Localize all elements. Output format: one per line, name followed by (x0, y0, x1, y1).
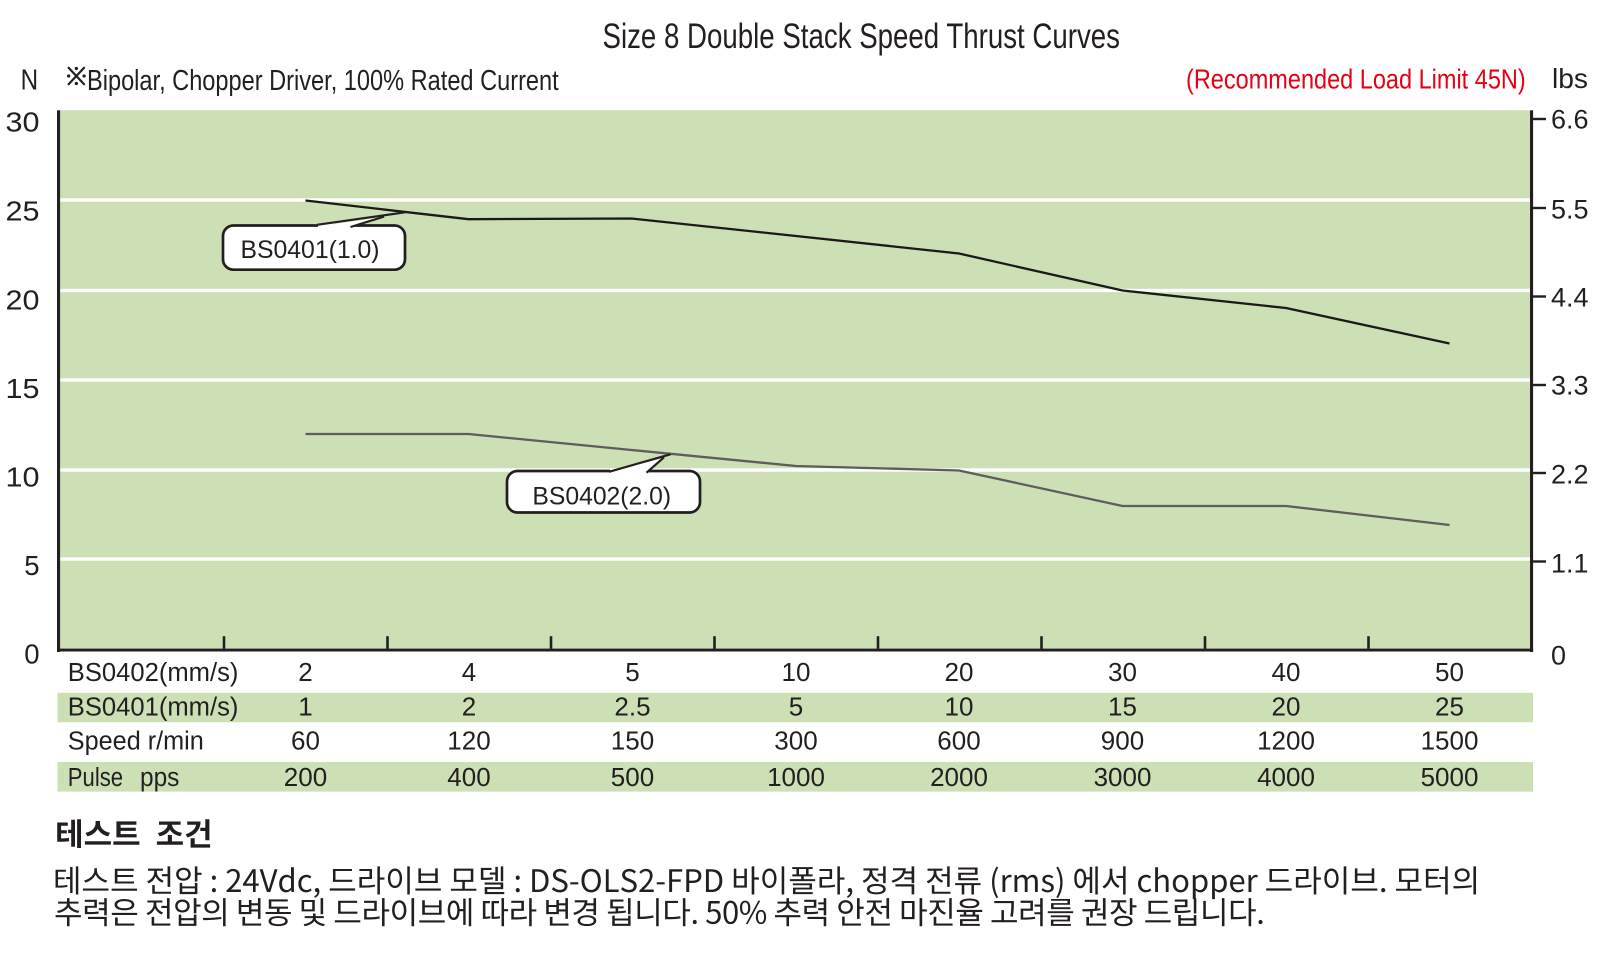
svg-text:2.5: 2.5 (614, 692, 650, 722)
svg-text:5000: 5000 (1421, 762, 1479, 792)
svg-text:2: 2 (298, 657, 312, 687)
svg-text:500: 500 (611, 762, 654, 792)
svg-text:4: 4 (462, 657, 476, 687)
svg-text:BS0401(mm/s): BS0401(mm/s) (68, 694, 239, 722)
svg-text:4000: 4000 (1257, 762, 1315, 792)
svg-text:20: 20 (6, 285, 40, 316)
svg-text:15: 15 (1108, 692, 1137, 722)
svg-text:20: 20 (945, 657, 974, 687)
svg-text:4.4: 4.4 (1551, 283, 1589, 313)
svg-text:3000: 3000 (1094, 762, 1152, 792)
svg-text:Bipolar, Chopper Driver, 100%: Bipolar, Chopper Driver, 100% Rated Curr… (87, 65, 559, 97)
svg-text:600: 600 (937, 725, 980, 755)
svg-text:Pulse: Pulse (68, 764, 123, 792)
svg-text:15: 15 (6, 373, 40, 404)
svg-text:200: 200 (284, 762, 327, 792)
svg-text:N: N (21, 65, 38, 97)
svg-text:6.6: 6.6 (1551, 105, 1589, 135)
svg-text:400: 400 (447, 762, 490, 792)
svg-text:0: 0 (1551, 641, 1566, 671)
svg-text:BS0401(1.0): BS0401(1.0) (241, 236, 380, 264)
svg-text:Size 8 Double Stack Speed Thru: Size 8 Double Stack Speed Thrust Curves (603, 17, 1121, 56)
svg-text:25: 25 (6, 196, 40, 227)
svg-text:50: 50 (1435, 657, 1464, 687)
svg-text:25: 25 (1435, 692, 1464, 722)
svg-text:1.1: 1.1 (1551, 549, 1589, 579)
svg-text:3.3: 3.3 (1551, 371, 1589, 401)
svg-text:pps: pps (140, 764, 179, 792)
svg-text:lbs: lbs (1552, 63, 1588, 94)
svg-text:1: 1 (298, 692, 312, 722)
svg-text:10: 10 (945, 692, 974, 722)
svg-text:20: 20 (1272, 692, 1301, 722)
svg-text:2000: 2000 (930, 762, 988, 792)
svg-text:Speed r/min: Speed r/min (68, 727, 204, 755)
svg-text:60: 60 (291, 725, 320, 755)
svg-text:(Recommended Load Limit 45N): (Recommended Load Limit 45N) (1186, 64, 1526, 95)
svg-text:10: 10 (6, 462, 40, 493)
svg-text:40: 40 (1272, 657, 1301, 687)
svg-text:BS0402(2.0): BS0402(2.0) (532, 483, 671, 511)
svg-text:120: 120 (447, 725, 490, 755)
svg-text:BS0402(mm/s): BS0402(mm/s) (68, 659, 239, 687)
svg-text:1500: 1500 (1421, 725, 1479, 755)
svg-text:5.5: 5.5 (1551, 195, 1589, 225)
svg-text:30: 30 (6, 107, 40, 138)
svg-text:0: 0 (24, 639, 39, 670)
svg-text:30: 30 (1108, 657, 1137, 687)
svg-text:5: 5 (789, 692, 803, 722)
svg-text:900: 900 (1101, 725, 1144, 755)
svg-text:2.2: 2.2 (1551, 460, 1589, 490)
svg-text:300: 300 (774, 725, 817, 755)
svg-text:5: 5 (625, 657, 639, 687)
svg-text:5: 5 (24, 550, 39, 581)
svg-text:1000: 1000 (767, 762, 825, 792)
svg-text:1200: 1200 (1257, 725, 1315, 755)
svg-text:2: 2 (462, 692, 476, 722)
svg-text:150: 150 (611, 725, 654, 755)
svg-text:10: 10 (782, 657, 811, 687)
